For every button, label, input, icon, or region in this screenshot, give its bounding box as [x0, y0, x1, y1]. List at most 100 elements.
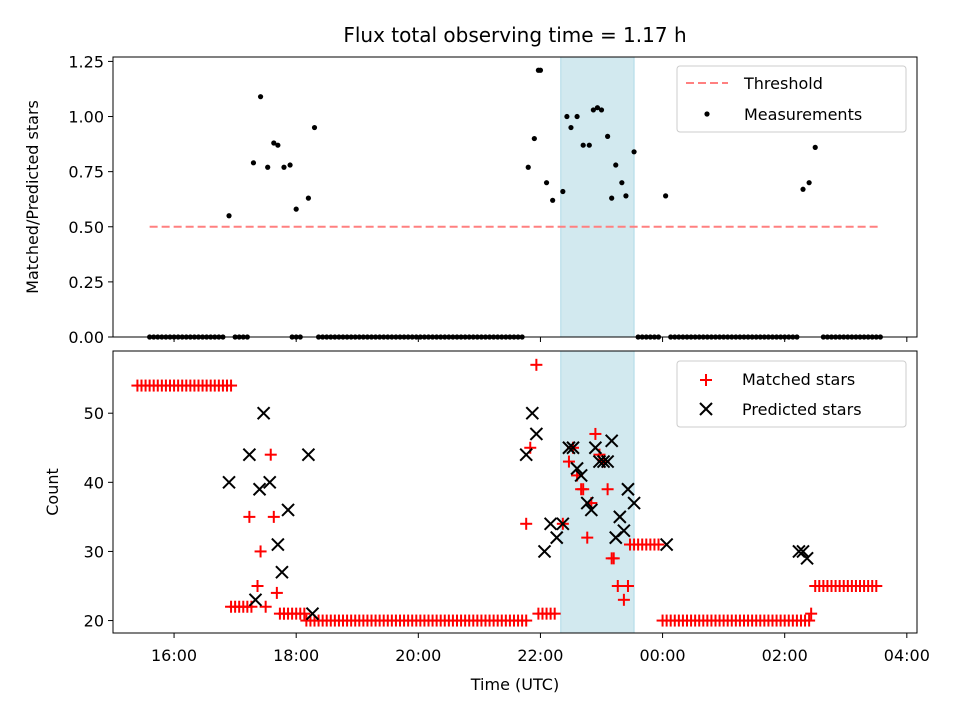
- measurement-point: [594, 105, 601, 111]
- y-tick-label: 30: [84, 542, 104, 561]
- chart-title: Flux total observing time = 1.17 h: [343, 23, 686, 47]
- legend-measurements-swatch: [704, 111, 710, 117]
- predicted-star-point: [562, 441, 576, 455]
- measurement-point: [812, 144, 818, 150]
- legend-matched-swatch: [700, 374, 712, 386]
- x-tick-label: 16:00: [151, 646, 197, 665]
- predicted-star-point: [525, 406, 540, 420]
- measurement-point: [287, 162, 293, 168]
- measurement-point: [590, 107, 596, 113]
- measurement-point: [574, 113, 580, 120]
- x-tick-label: 22:00: [517, 646, 563, 665]
- measurement-point: [609, 195, 615, 201]
- measurement-point: [568, 124, 574, 131]
- legend-predicted-swatch: [699, 402, 713, 416]
- matched-constant-runs: [131, 379, 883, 627]
- predicted-star-point: [305, 606, 320, 621]
- predicted-star-point: [248, 593, 263, 607]
- top-y-ticks: 0.00 0.25 0.50 0.75 1.00 1.25: [68, 52, 113, 347]
- measurement-point: [598, 107, 605, 113]
- matched-star-point: [611, 580, 624, 592]
- measurement-point: [257, 94, 264, 100]
- legend-measurements-label: Measurements: [744, 105, 862, 124]
- bottom-highlight-span: [560, 350, 635, 634]
- matched-star-point: [264, 448, 277, 461]
- measurement-point: [293, 206, 299, 212]
- predicted-star-point: [570, 461, 584, 476]
- bottom-legend-box: [676, 360, 907, 428]
- measurement-point: [631, 149, 637, 155]
- y-tick-label: 0.75: [68, 163, 104, 182]
- top-highlight-span: [560, 56, 635, 338]
- matched-star-point: [562, 455, 575, 468]
- measurement-point: [265, 164, 271, 170]
- top-y-axis-title: Matched/Predicted stars: [23, 100, 42, 294]
- predicted-star-point: [796, 544, 810, 559]
- matched-run-point: [520, 614, 533, 627]
- bottom-x-ticks: 16:00 18:00 20:00 22:00 00:00 02:00 04:00: [151, 633, 930, 665]
- top-x-ticks: [173, 337, 908, 342]
- x-tick-label: 04:00: [884, 646, 930, 665]
- predicted-star-point: [659, 537, 674, 552]
- top-legend-box: [676, 65, 907, 133]
- matched-star-point: [589, 427, 602, 440]
- matched-run-point: [652, 538, 665, 551]
- measurement-point: [275, 142, 281, 148]
- x-tick-label: 00:00: [640, 646, 686, 665]
- predicted-star-point: [604, 434, 619, 448]
- top-panel: 0.00 0.25 0.50 0.75 1.00 1.25 Flux total obse…: [23, 23, 918, 347]
- measurement-point: [619, 180, 625, 186]
- predicted-star-point: [556, 517, 570, 531]
- matched-star-point: [251, 580, 264, 592]
- measurement-points: [226, 67, 818, 219]
- predicted-star-point: [613, 510, 627, 524]
- bottom-plot-frame: [112, 350, 918, 634]
- matched-run-point: [225, 379, 238, 392]
- predicted-star-point: [584, 503, 599, 517]
- y-tick-label: 0.50: [68, 218, 104, 237]
- predicted-star-point: [543, 517, 558, 531]
- bottom-panel: 20 30 40 50 16:00 18:00 20:00 22:00 00:00 02:00 0…: [43, 350, 930, 694]
- predicted-star-point: [617, 523, 631, 538]
- matched-star-point: [601, 483, 614, 496]
- y-tick-label: 40: [84, 473, 104, 492]
- matched-star-point: [254, 545, 267, 558]
- y-tick-label: 50: [84, 404, 104, 423]
- matched-star-point: [617, 593, 630, 606]
- predicted-star-point: [627, 496, 641, 510]
- predicted-star-point: [621, 482, 635, 496]
- measurement-point: [806, 180, 812, 186]
- bottom-y-ticks: 20 30 40 50: [84, 404, 113, 631]
- predicted-star-point: [281, 503, 295, 517]
- predicted-star-point: [242, 447, 257, 462]
- matched-star-point: [621, 580, 634, 592]
- measurement-point: [564, 113, 570, 120]
- measurement-point: [271, 140, 277, 146]
- predicted-star-point: [537, 544, 552, 559]
- matched-star-point: [530, 358, 543, 371]
- measurement-point: [250, 160, 257, 166]
- matched-run-point: [298, 607, 311, 620]
- predicted-star-point: [596, 454, 611, 469]
- measurement-point: [543, 180, 550, 186]
- matched-star-point: [581, 531, 594, 544]
- y-tick-label: 0.00: [68, 328, 104, 347]
- predicted-star-point: [519, 447, 533, 462]
- matched-star-point: [577, 483, 590, 496]
- measurement-point: [580, 142, 586, 148]
- matched-run-point: [803, 614, 816, 627]
- x-axis-title: Time (UTC): [470, 675, 559, 694]
- measurement-point: [305, 195, 312, 201]
- legend-matched-label: Matched stars: [742, 370, 855, 389]
- measurement-point: [623, 193, 629, 199]
- y-tick-label: 1.00: [68, 108, 104, 127]
- measurement-point: [586, 142, 592, 148]
- predicted-star-point: [566, 441, 580, 455]
- measurement-point: [311, 124, 318, 131]
- predicted-star-point: [271, 537, 285, 552]
- matched-star-point: [259, 600, 272, 613]
- predicted-stars-points: [222, 406, 814, 621]
- measurement-point: [605, 133, 611, 139]
- matched-star-point: [607, 552, 620, 565]
